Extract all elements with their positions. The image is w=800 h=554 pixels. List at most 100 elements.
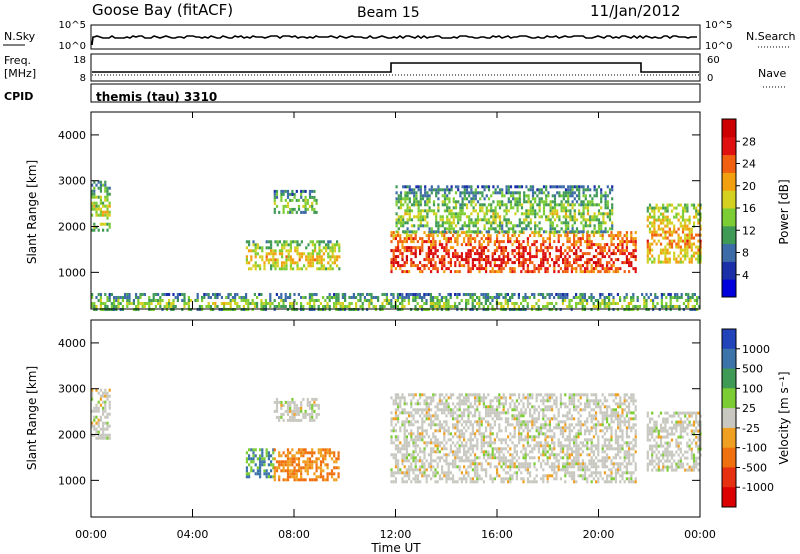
heatmap-cell — [511, 408, 514, 412]
heatmap-cell — [306, 207, 309, 211]
heatmap-cell — [542, 447, 545, 451]
heatmap-cell — [403, 305, 406, 308]
heatmap-cell — [496, 405, 499, 409]
heatmap-cell — [518, 393, 521, 397]
heatmap-cell — [485, 429, 488, 433]
heatmap-cell — [465, 234, 468, 238]
heatmap-cell — [542, 417, 545, 421]
heatmap-cell — [304, 207, 307, 211]
heatmap-cell — [293, 457, 296, 461]
heatmap-cell — [655, 242, 658, 246]
region-power-4 — [646, 203, 702, 264]
heatmap-cell — [586, 261, 589, 265]
heatmap-cell — [544, 474, 547, 478]
heatmap-cell — [281, 261, 284, 265]
heatmap-cell — [392, 237, 395, 241]
heatmap-cell — [405, 417, 408, 421]
heatmap-cell — [588, 237, 591, 241]
heatmap-cell — [562, 447, 565, 451]
heatmap-cell — [99, 189, 102, 193]
heatmap-cell — [487, 296, 490, 299]
heatmap-cell — [95, 305, 98, 308]
heatmap-cell — [430, 468, 433, 472]
heatmap-cell — [572, 296, 575, 299]
heatmap-cell — [535, 396, 538, 400]
heatmap-cell — [564, 206, 568, 210]
heatmap-cell — [516, 209, 519, 213]
heatmap-cell — [518, 426, 521, 430]
heatmap-cell — [548, 429, 551, 433]
heatmap-cell — [542, 480, 545, 484]
heatmap-cell — [137, 302, 140, 305]
heatmap-cell — [526, 302, 529, 305]
heatmap-cell — [405, 438, 408, 442]
heatmap-cell — [501, 227, 504, 231]
heatmap-cell — [597, 221, 601, 225]
heatmap-cell — [408, 411, 411, 415]
heatmap-cell — [300, 448, 303, 452]
heatmap-cell — [489, 302, 492, 305]
heatmap-cell — [458, 450, 461, 454]
heatmap-cell — [399, 249, 402, 253]
heatmap-cell — [425, 255, 428, 259]
heatmap-cell — [482, 267, 485, 271]
heatmap-cell — [425, 405, 428, 409]
heatmap-cell — [551, 453, 554, 457]
heatmap-cell — [548, 399, 551, 403]
heatmap-cell — [677, 203, 680, 207]
heatmap-cell — [427, 396, 430, 400]
heatmap-cell — [628, 270, 631, 274]
heatmap-cell — [454, 450, 457, 454]
heatmap-cell — [106, 216, 109, 220]
heatmap-cell — [434, 249, 437, 253]
heatmap-cell — [223, 302, 226, 305]
heatmap-cell — [337, 451, 340, 455]
heatmap-cell — [597, 227, 601, 231]
heatmap-cell — [263, 457, 266, 461]
heatmap-cell — [498, 405, 501, 409]
heatmap-cell — [518, 465, 521, 469]
heatmap-cell — [485, 411, 488, 415]
heatmap-cell — [106, 305, 109, 308]
heatmap-cell — [496, 185, 499, 189]
heatmap-cell — [108, 299, 111, 302]
heatmap-cell — [540, 258, 543, 262]
heatmap-cell — [421, 249, 424, 253]
heatmap-cell — [408, 237, 411, 241]
heatmap-cell — [546, 261, 549, 265]
heatmap-cell — [592, 231, 595, 235]
heatmap-cell — [557, 414, 560, 418]
heatmap-cell — [531, 305, 534, 308]
heatmap-cell — [141, 302, 144, 305]
heatmap-cell — [469, 441, 472, 445]
heatmap-cell — [546, 305, 549, 308]
heatmap-cell — [456, 414, 459, 418]
heatmap-cell — [511, 234, 514, 238]
heatmap-cell — [441, 246, 444, 250]
heatmap-cell — [571, 206, 574, 210]
heatmap-cell — [407, 299, 410, 302]
heatmap-cell — [606, 215, 609, 219]
heatmap-cell — [259, 264, 262, 268]
heatmap-cell — [157, 299, 160, 302]
heatmap-cell — [625, 305, 628, 308]
heatmap-cell — [659, 260, 663, 264]
heatmap-cell — [527, 224, 530, 228]
heatmap-cell — [328, 454, 331, 458]
heatmap-cell — [509, 267, 512, 271]
heatmap-cell — [518, 402, 521, 406]
heatmap-cell — [300, 296, 303, 299]
heatmap-cell — [531, 435, 534, 439]
heatmap-cell — [93, 225, 96, 229]
heatmap-cell — [555, 258, 558, 262]
heatmap-cell — [424, 194, 427, 198]
heatmap-cell — [518, 203, 521, 207]
heatmap-cell — [695, 233, 698, 237]
heatmap-cell — [582, 194, 585, 198]
heatmap-cell — [324, 305, 327, 308]
heatmap-cell — [483, 227, 486, 231]
station-title: Goose Bay (fitACF) — [92, 1, 233, 19]
heatmap-cell — [699, 233, 702, 237]
heatmap-cell — [502, 447, 505, 451]
heatmap-cell — [573, 240, 576, 244]
